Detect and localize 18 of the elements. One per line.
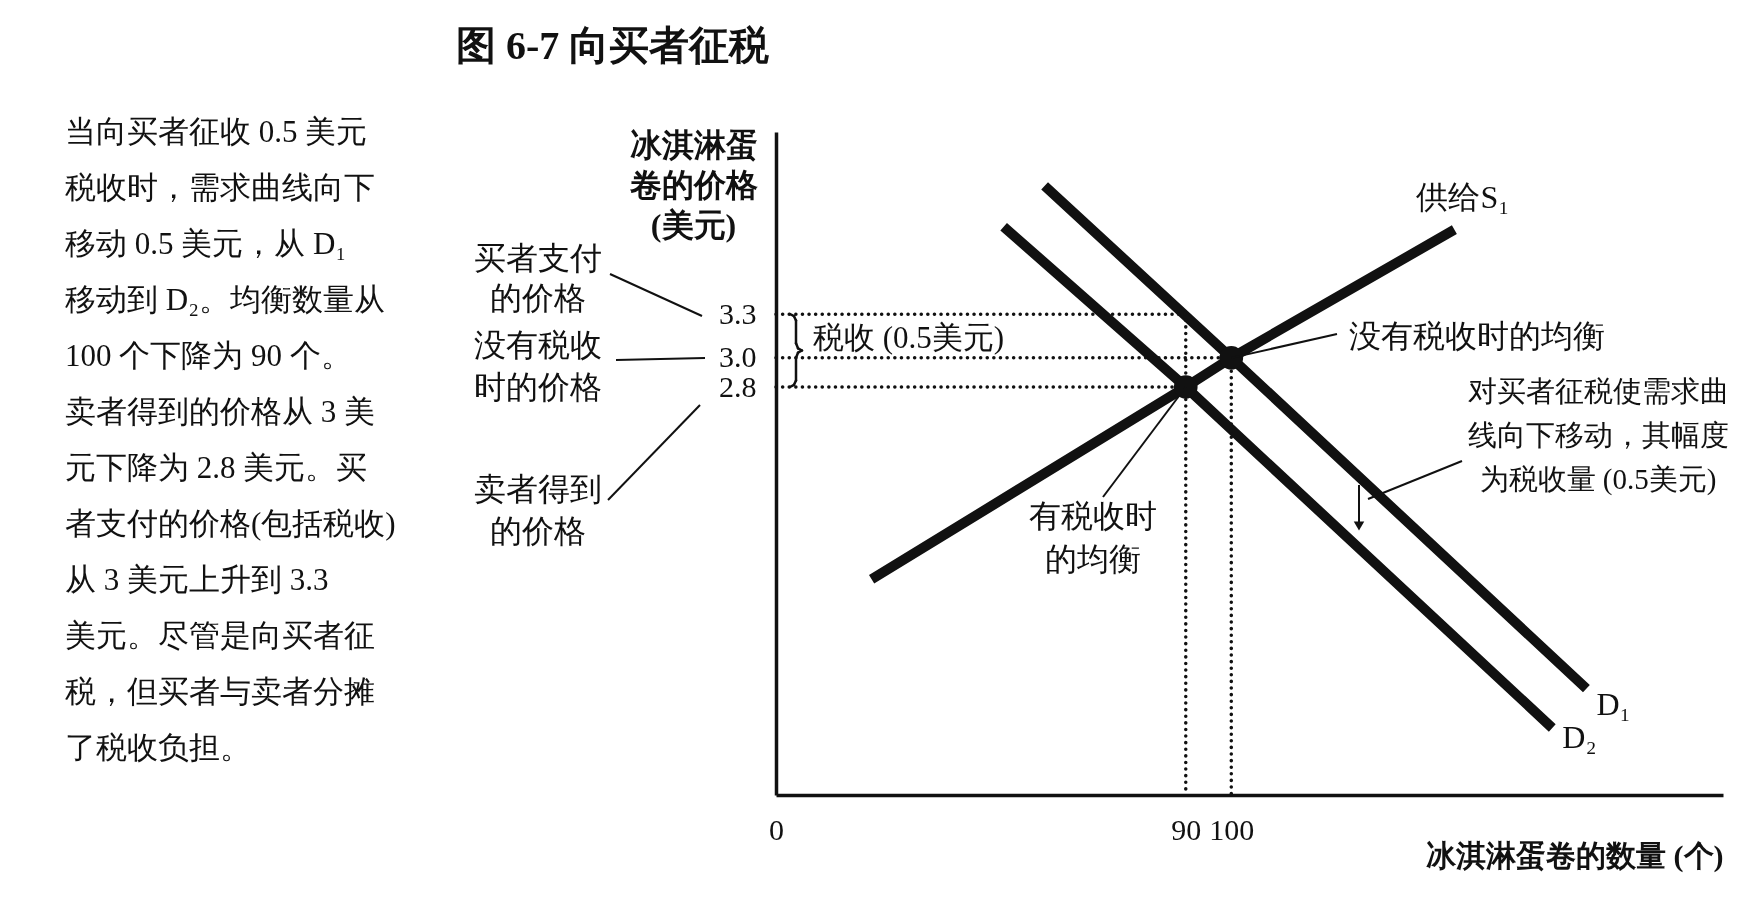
y-tick-label: 3.3 <box>719 296 757 330</box>
x-axis-title: 冰淇淋蛋卷的数量 (个) <box>1426 838 1724 873</box>
text: 没有税收时的价格 <box>474 327 602 405</box>
annotation: 有税收时的均衡 <box>1029 498 1157 577</box>
annotation: 对买者征税使需求曲线向下移动，其幅度为税收量 (0.5美元) <box>1467 375 1729 496</box>
series-label: D₂ <box>1562 718 1597 755</box>
x-tick-label: 0 <box>769 812 784 846</box>
y-axis-title: 冰淇淋蛋卷的价格 (美元) <box>628 126 758 243</box>
annotation: 税收 (0.5美元) <box>813 320 1005 355</box>
text: 当向买者征收 0.5 美元税收时，需求曲线向下移动 0.5 美元，从 D₁ 移动到 D₂。均衡数量从 100 个下降为 90 个。卖者得到的价格从 3 美元下降为 2.8 美元。买者支付的价格(包括税收)从 3 美元上升到 3.3 美元。尽管是向买者征税，但买者与卖者分摊了税收负担。 <box>65 114 396 765</box>
annotation: 没有税收时的均衡 <box>1349 318 1605 354</box>
text: 买者支付的价格 <box>474 240 602 316</box>
x-tick-label: 90 <box>1171 812 1202 846</box>
series-label: D₁ <box>1596 685 1631 722</box>
series-label: 供给S₁ <box>1416 178 1510 215</box>
chart-title: 图 6-7 向买者征税 <box>456 23 770 68</box>
x-tick-label: 100 <box>1209 812 1255 846</box>
text: 卖者得到的价格 <box>474 471 602 549</box>
